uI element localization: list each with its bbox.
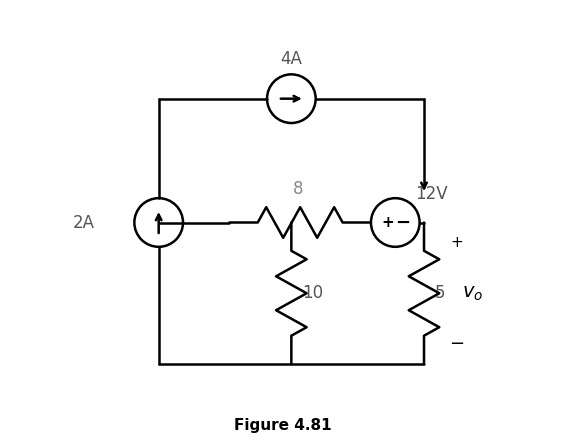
Text: 8: 8 (293, 180, 303, 198)
Text: +: + (381, 215, 394, 230)
Text: 12V: 12V (415, 185, 448, 203)
Text: 4A: 4A (280, 50, 302, 68)
Text: 5: 5 (435, 284, 446, 302)
Text: −: − (395, 214, 410, 231)
Text: 10: 10 (302, 284, 324, 302)
Text: 2A: 2A (72, 214, 94, 231)
Text: −: − (450, 335, 465, 353)
Text: +: + (451, 235, 463, 250)
Text: $v_o$: $v_o$ (462, 284, 483, 303)
Text: Figure 4.81: Figure 4.81 (234, 418, 331, 433)
